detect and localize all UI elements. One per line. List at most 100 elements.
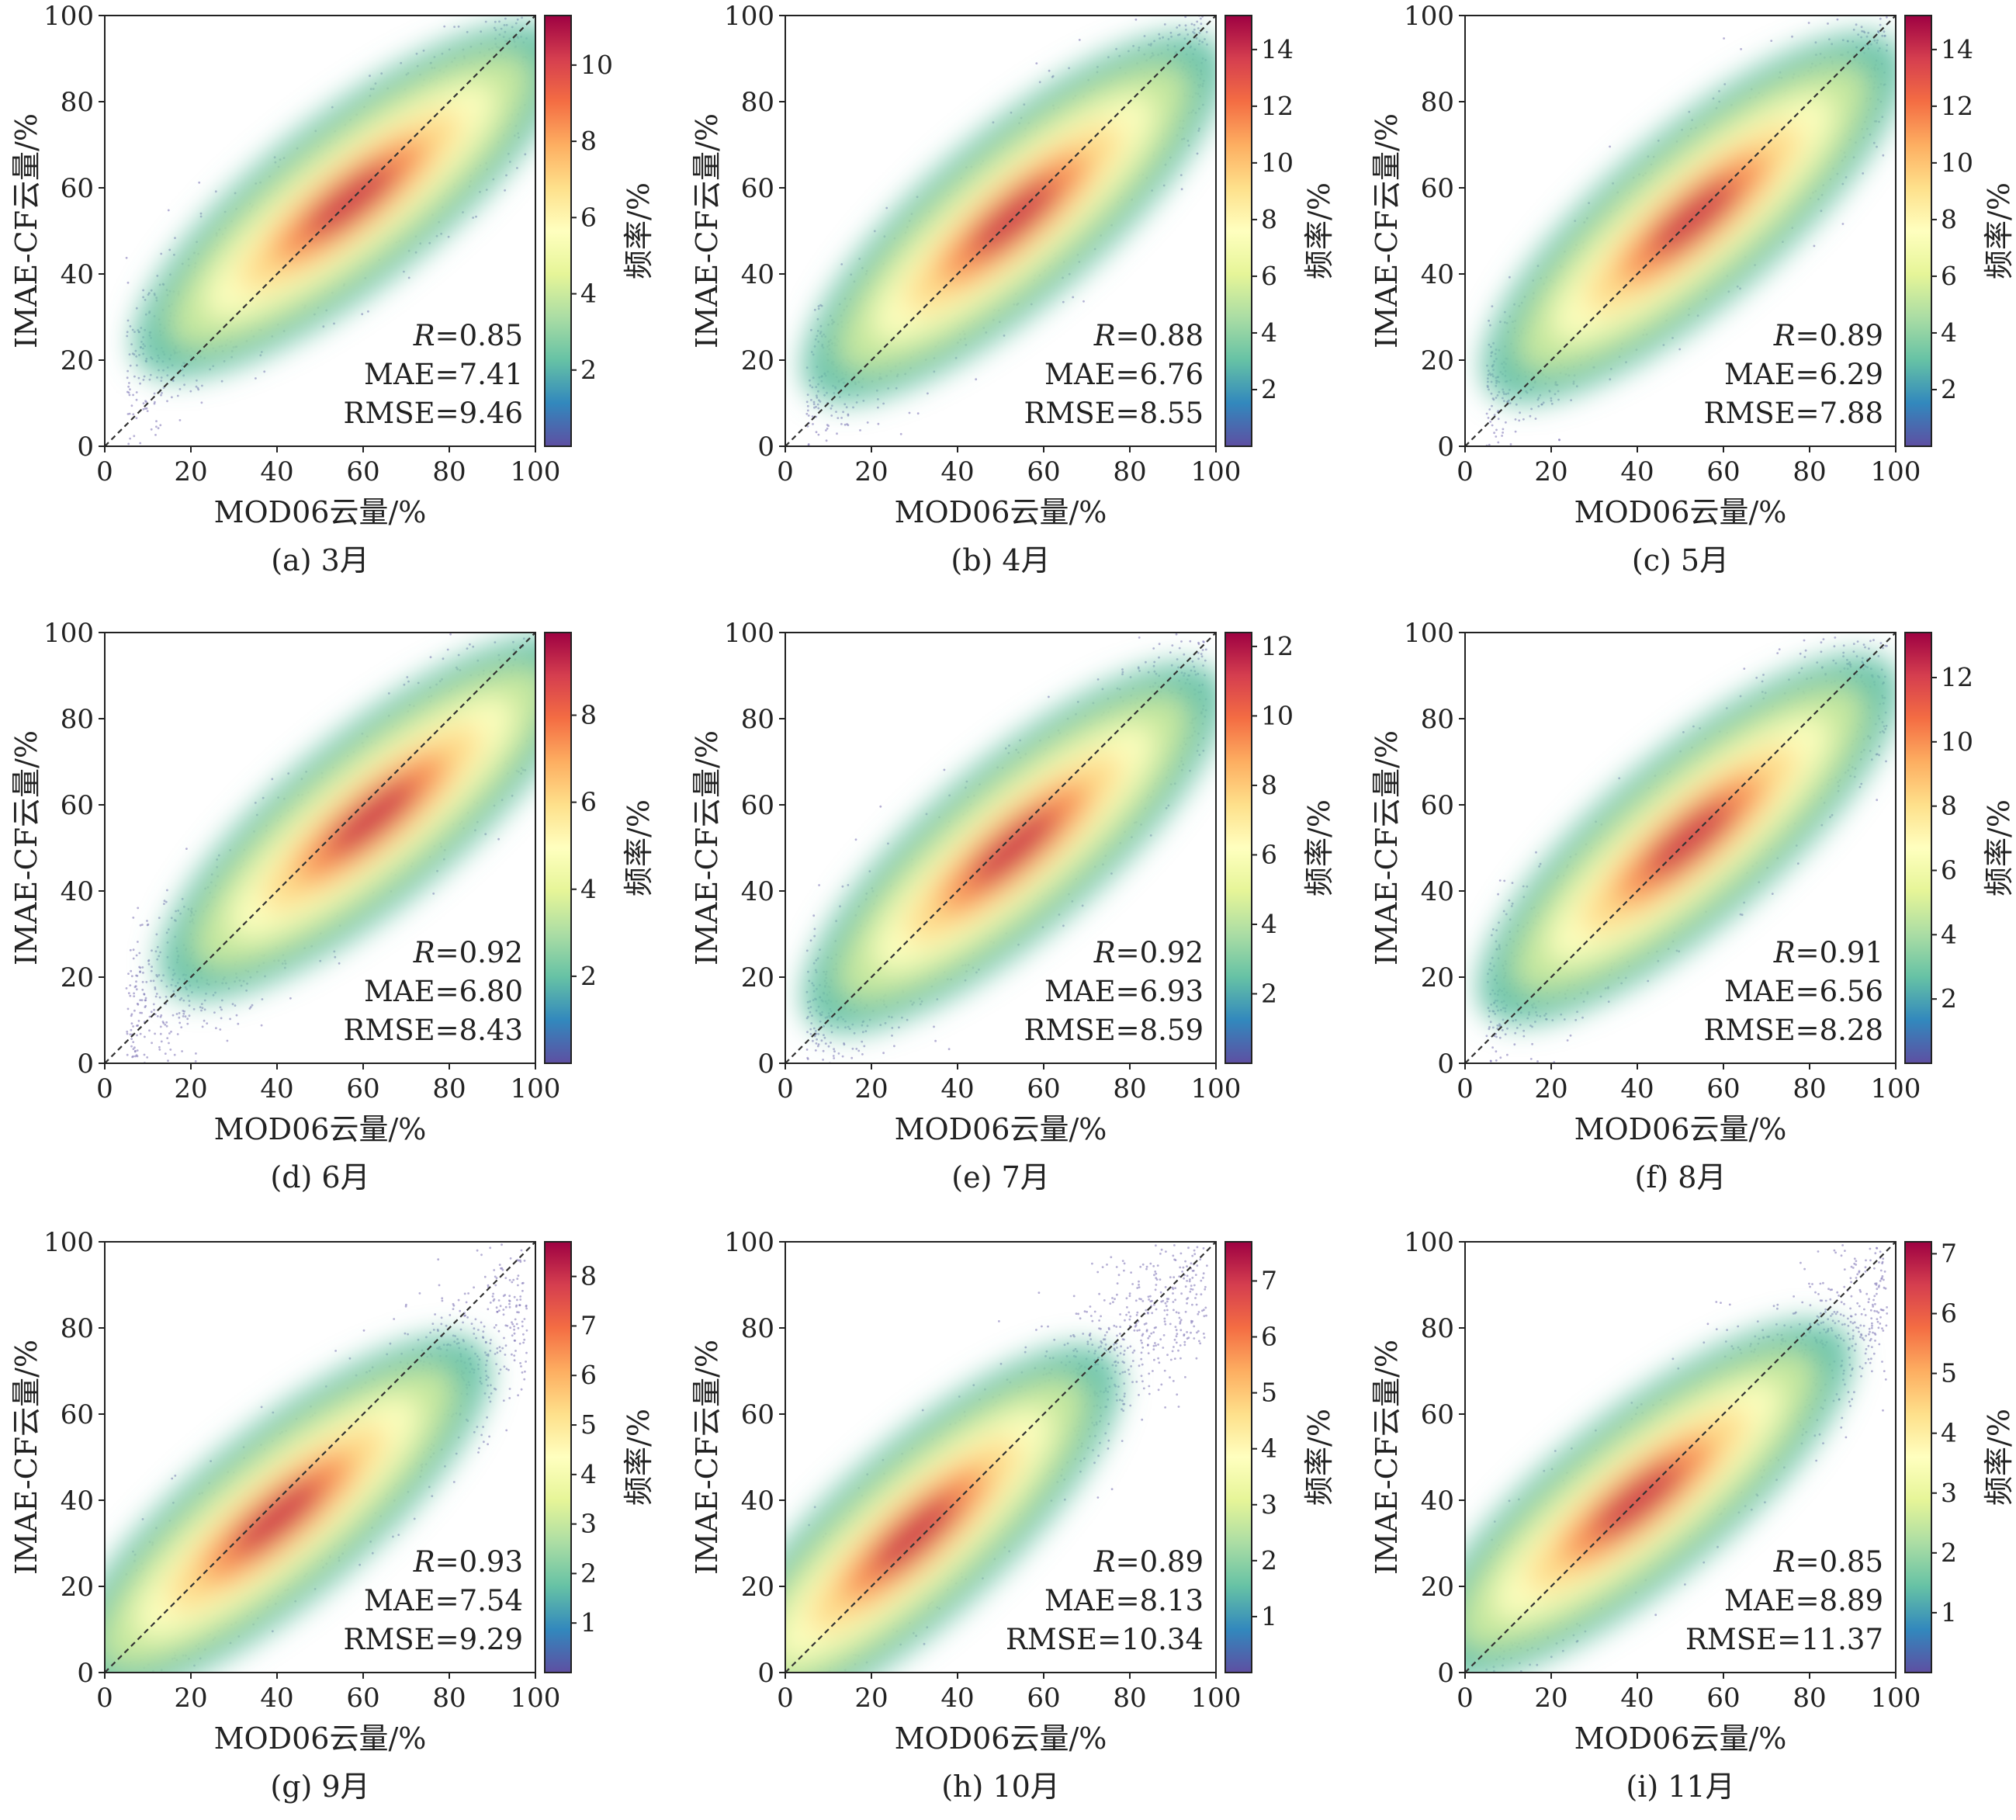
colorbar (544, 15, 572, 447)
scatter-point (126, 369, 130, 373)
scatter-point (1488, 408, 1491, 411)
scatter-point (261, 998, 264, 1000)
scatter-point (188, 1014, 191, 1017)
scatter-point (199, 212, 203, 215)
scatter-point (176, 394, 179, 397)
scatter-point (130, 969, 133, 972)
scatter-point (154, 950, 158, 953)
scatter-point (484, 833, 487, 836)
scatter-point (498, 20, 501, 23)
scatter-point (226, 1039, 229, 1042)
scatter-point (129, 364, 132, 367)
scatter-point (1509, 276, 1511, 279)
scatter-point (199, 215, 203, 218)
scatter-point (146, 410, 149, 412)
scatter-point (174, 994, 177, 997)
scatter-point (1723, 83, 1727, 85)
scatter-point (147, 923, 150, 926)
scatter-point (1542, 401, 1545, 404)
y-tick-label: 0 (757, 432, 774, 463)
scatter-point (805, 412, 809, 415)
scatter-point (453, 26, 456, 28)
panel-0: 0 20 40 60 80 100020406080100MOD06云量/%IMAE-CF… (9, 1, 656, 577)
scatter-point (1501, 435, 1503, 437)
scatter-point (916, 412, 920, 415)
x-axis-label: MOD06云量/% (214, 495, 427, 529)
stat-r: R=0.89 (1773, 319, 1883, 352)
scatter-point (194, 1060, 197, 1063)
scatter-point (150, 428, 153, 431)
scatter-point (129, 388, 131, 391)
y-tick-label: 80 (61, 87, 94, 118)
scatter-point (1883, 30, 1886, 33)
scatter-point (130, 975, 133, 978)
scatter-point (142, 402, 145, 405)
scatter-point (1530, 407, 1533, 411)
scatter-point (817, 407, 820, 410)
scatter-point (163, 903, 165, 905)
scatter-point (516, 167, 518, 169)
scatter-point (826, 427, 829, 430)
scatter-point (143, 1053, 146, 1056)
stat-r: R=0.88 (1093, 319, 1204, 352)
scatter-point (406, 676, 409, 678)
scatter-point (446, 648, 449, 651)
scatter-point (135, 307, 138, 310)
scatter-point (806, 393, 809, 396)
scatter-point (1062, 300, 1065, 303)
scatter-point (840, 263, 843, 265)
scatter-point (196, 387, 199, 390)
scatter-point (137, 941, 139, 943)
scatter-point (1723, 37, 1726, 40)
scatter-point (214, 190, 217, 193)
scatter-point (825, 439, 828, 442)
scatter-point (135, 398, 138, 401)
scatter-point (877, 422, 880, 425)
scatter-point (152, 1003, 155, 1006)
scatter-point (200, 401, 203, 404)
x-tick-label: 20 (1534, 456, 1567, 487)
scatter-point (847, 424, 850, 427)
scatter-point (403, 270, 405, 273)
scatter-point (1184, 24, 1187, 27)
scatter-point (136, 364, 138, 367)
scatter-point (132, 1041, 135, 1043)
scatter-point (400, 61, 403, 64)
scatter-point (1048, 69, 1051, 72)
scatter-point (125, 987, 128, 990)
stat-rmse: RMSE=9.46 (344, 397, 524, 430)
scatter-point (184, 1015, 187, 1018)
scatter-point (407, 276, 410, 279)
scatter-point (144, 400, 147, 403)
scatter-point (160, 252, 163, 255)
scatter-point (1495, 435, 1498, 438)
scatter-point (133, 986, 137, 989)
scatter-point (189, 390, 192, 393)
scatter-point (1862, 172, 1865, 175)
scatter-point (156, 958, 159, 961)
scatter-point (1861, 29, 1864, 33)
x-tick-label: 100 (1191, 456, 1242, 487)
scatter-point (819, 303, 822, 307)
scatter-point (127, 972, 130, 975)
scatter-point (885, 206, 888, 210)
scatter-point (1540, 403, 1543, 406)
stat-mae: MAE=7.41 (364, 358, 523, 391)
scatter-point (1862, 30, 1865, 33)
scatter-point (167, 209, 170, 212)
scatter-point (1678, 348, 1682, 351)
scatter-point (429, 656, 432, 659)
colorbar-label: 频率/% (622, 182, 656, 279)
scatter-point (817, 433, 820, 436)
scatter-point (126, 376, 129, 380)
scatter-point (830, 404, 833, 407)
panel-caption: (a) 3月 (271, 543, 369, 577)
scatter-point (165, 1021, 168, 1024)
scatter-point (133, 375, 136, 378)
scatter-point (319, 959, 322, 962)
x-tick-label: 80 (432, 456, 466, 487)
scatter-point (139, 442, 142, 445)
scatter-point (168, 1032, 171, 1035)
scatter-point (1163, 23, 1166, 26)
colorbar-tick-label: 2 (580, 355, 597, 385)
